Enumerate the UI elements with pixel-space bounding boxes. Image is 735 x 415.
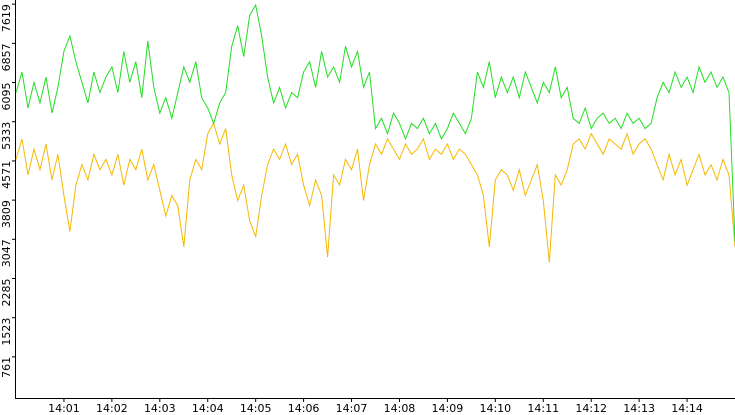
y-tick-label: 3809 — [0, 200, 13, 228]
y-tick-label: 7619 — [0, 4, 13, 32]
x-tick-label: 14:11 — [527, 402, 559, 415]
y-tick-label: 5333 — [0, 122, 13, 150]
x-tick-label: 14:02 — [96, 402, 128, 415]
x-tick-label: 14:13 — [623, 402, 655, 415]
series-line — [15, 122, 735, 263]
y-tick-label: 761 — [0, 357, 13, 378]
x-tick-label: 14:06 — [288, 402, 320, 415]
x-tick-label: 14:01 — [48, 402, 80, 415]
y-tick-label: 4571 — [0, 161, 13, 189]
x-tick-label: 14:09 — [432, 402, 464, 415]
x-tick-label: 14:14 — [671, 402, 703, 415]
x-tick-label: 14:10 — [479, 402, 511, 415]
x-tick-label: 14:12 — [575, 402, 607, 415]
y-tick-label: 6857 — [0, 43, 13, 71]
x-tick-label: 14:04 — [192, 402, 224, 415]
x-tick-label: 14:07 — [336, 402, 368, 415]
y-tick-label: 2285 — [0, 278, 13, 306]
series-line — [15, 3, 735, 242]
x-tick-label: 14:08 — [384, 402, 416, 415]
y-tick-label: 6095 — [0, 83, 13, 111]
x-tick-label: 14:03 — [144, 402, 176, 415]
y-tick-label: 1523 — [0, 318, 13, 346]
y-tick-label: 3047 — [0, 239, 13, 267]
x-tick-label: 14:05 — [240, 402, 272, 415]
